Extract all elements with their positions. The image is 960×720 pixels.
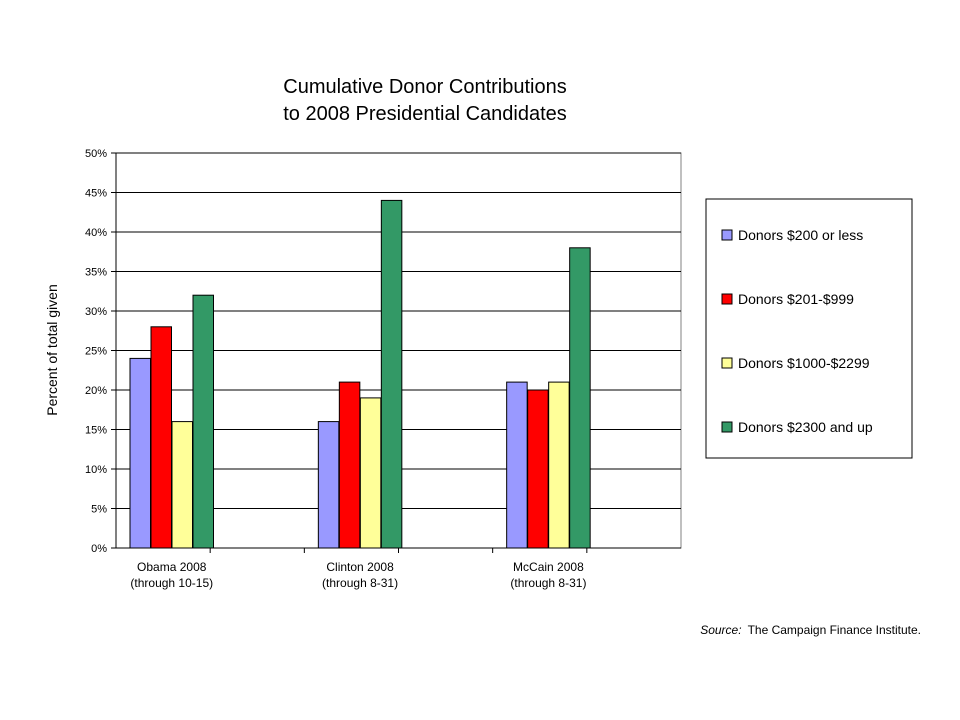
y-tick-label: 15% — [85, 425, 107, 437]
bar — [569, 247, 591, 549]
bar — [129, 357, 151, 549]
bar — [317, 421, 340, 549]
y-tick-label: 5% — [91, 504, 107, 516]
legend-swatch — [721, 357, 733, 369]
y-tick-label: 0% — [91, 543, 107, 555]
category-label: (through 8-31) — [322, 576, 398, 590]
chart-title: Cumulative Donor Contributions to 2008 P… — [283, 76, 567, 125]
y-tick-label: 45% — [85, 188, 107, 200]
y-tick-label: 35% — [85, 267, 107, 279]
legend-swatch — [721, 293, 733, 305]
y-tick-label: 50% — [85, 148, 107, 160]
legend-label: Donors $200 or less — [738, 227, 863, 243]
y-axis-title: Percent of total given — [44, 284, 60, 416]
category-labels: Obama 2008 (through 10-15) Clinton 2008 (th… — [130, 560, 586, 590]
bar — [380, 199, 403, 549]
category-label: Clinton 2008 — [326, 560, 394, 574]
bar — [548, 381, 570, 549]
legend: Donors $200 or less Donors $201-$999 Donor… — [721, 227, 873, 435]
bar — [338, 381, 361, 549]
y-tick-label: 25% — [85, 346, 107, 358]
source-label: Source: — [700, 623, 741, 637]
source-note: Source: The Campaign Finance Institute. — [700, 623, 921, 637]
legend-label: Donors $2300 and up — [738, 419, 873, 435]
bar — [192, 294, 214, 549]
y-axis-ticks — [111, 152, 116, 549]
y-tick-label: 40% — [85, 227, 107, 239]
legend-label: Donors $1000-$2299 — [738, 355, 870, 371]
category-label: (through 10-15) — [130, 576, 213, 590]
bar — [150, 326, 172, 549]
source-text: The Campaign Finance Institute. — [748, 623, 921, 637]
legend-box — [705, 198, 913, 459]
legend-swatch — [721, 421, 733, 433]
bar — [527, 389, 549, 549]
x-axis-ticks — [209, 548, 588, 553]
legend-label: Donors $201-$999 — [738, 291, 854, 307]
y-tick-label: 20% — [85, 385, 107, 397]
bars — [129, 199, 591, 549]
y-tick-labels: 0% 5% 10% 15% 20% 25% 30% 35% 40% 45% 50% — [85, 148, 107, 555]
chart-title-line-1: Cumulative Donor Contributions — [283, 76, 566, 98]
bar — [506, 381, 528, 549]
bar — [171, 421, 193, 549]
category-label: McCain 2008 — [513, 560, 584, 574]
y-tick-label: 10% — [85, 464, 107, 476]
category-label: (through 8-31) — [510, 576, 586, 590]
legend-swatch — [721, 229, 733, 241]
y-tick-label: 30% — [85, 306, 107, 318]
chart-title-line-2: to 2008 Presidential Candidates — [283, 103, 567, 125]
bar — [359, 397, 382, 549]
category-label: Obama 2008 — [137, 560, 207, 574]
